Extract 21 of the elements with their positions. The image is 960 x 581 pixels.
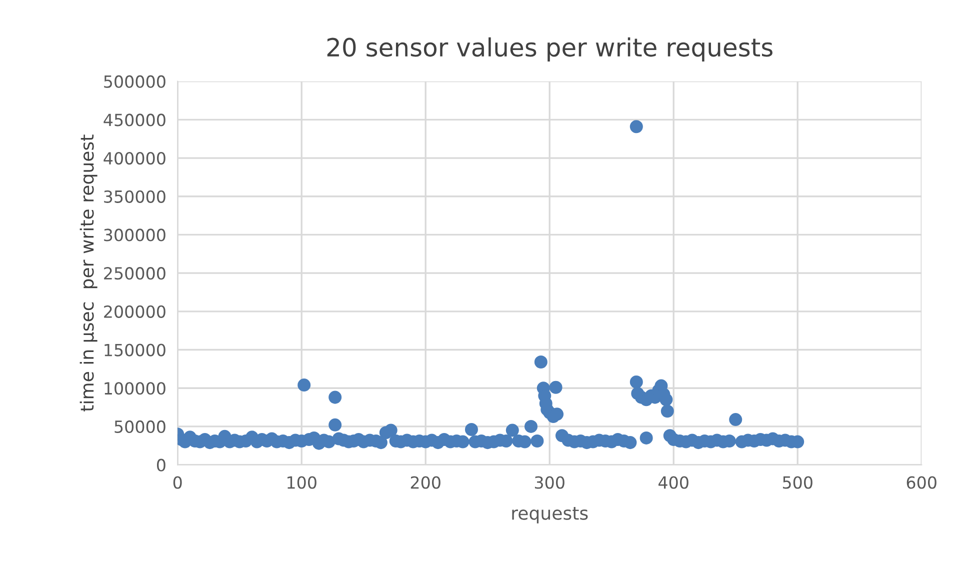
- y-tick-label: 450000: [104, 114, 166, 126]
- y-tick-label: 500000: [104, 75, 166, 88]
- y-tick-label: 0: [156, 458, 166, 472]
- y-tick-label: 300000: [104, 228, 166, 242]
- y-axis-title: time in µsec per write request: [80, 134, 98, 412]
- x-axis-title: requests: [512, 506, 588, 524]
- chart-title: 20 sensor values per write requests: [327, 37, 772, 62]
- x-tick-label: 400: [658, 476, 688, 489]
- y-tick-label: 100000: [104, 382, 166, 395]
- x-tick-label: 500: [782, 476, 812, 489]
- y-tick-label: 400000: [104, 152, 166, 165]
- x-tick-label: 600: [906, 476, 936, 489]
- x-tick-label: 300: [534, 476, 564, 489]
- y-tick-label: 250000: [104, 267, 166, 280]
- y-tick-label: 350000: [104, 190, 166, 203]
- y-tick-label: 150000: [104, 344, 166, 356]
- x-tick-label: 100: [288, 476, 316, 489]
- x-tick-label: 200: [410, 476, 440, 489]
- y-tick-label: 200000: [104, 305, 166, 318]
- x-tick-label: 0: [173, 476, 182, 489]
- y-tick-label: 50000: [114, 420, 166, 434]
